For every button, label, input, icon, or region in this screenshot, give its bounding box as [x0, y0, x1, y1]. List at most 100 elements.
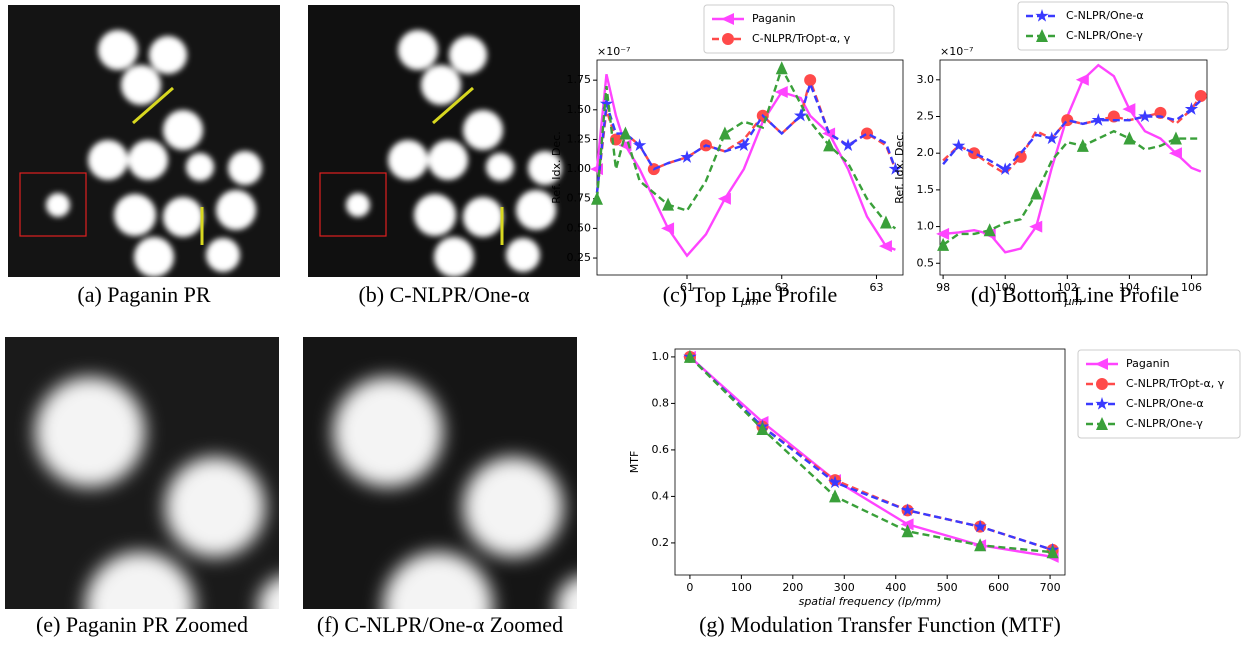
marker	[1138, 109, 1152, 123]
legend-label: Paganin	[752, 12, 796, 25]
x-axis-label: spatial frequency (lp/mm)	[799, 595, 942, 608]
marker	[1036, 29, 1048, 42]
legend-label: Paganin	[1126, 357, 1170, 370]
marker	[1095, 358, 1108, 370]
x-tick-label: 100	[995, 281, 1016, 294]
legend-label: C-NLPR/One-α	[1126, 397, 1204, 410]
x-tick-label: 0	[686, 581, 693, 594]
marker	[1122, 103, 1136, 116]
x-tick-label: 400	[885, 581, 906, 594]
legend-label: C-NLPR/One-α	[1066, 9, 1144, 22]
y-tick-label: 0.8	[652, 396, 670, 409]
image-panel	[308, 5, 580, 277]
y-axis-label: MTF	[628, 451, 641, 474]
image-panel	[303, 337, 577, 609]
marker	[721, 13, 734, 25]
marker	[804, 74, 817, 87]
marker	[718, 126, 731, 140]
x-tick-label: 61	[680, 281, 694, 294]
marker	[823, 138, 836, 152]
marker	[1046, 545, 1059, 559]
x-tick-label: 63	[869, 281, 883, 294]
marker	[619, 126, 632, 140]
y-axis-label: Ref. Idx. Dec.	[550, 131, 563, 204]
plot-area	[939, 59, 1208, 276]
marker	[983, 223, 996, 237]
marker	[998, 162, 1012, 175]
marker	[1091, 113, 1105, 126]
marker	[756, 421, 769, 435]
caption: (a) Paganin PR	[77, 282, 211, 307]
marker	[1194, 89, 1207, 102]
marker	[973, 519, 987, 533]
marker	[1035, 9, 1049, 22]
y-tick-label: 0.75	[567, 192, 592, 205]
marker	[722, 33, 734, 45]
marker	[1123, 131, 1136, 145]
legend-box	[703, 4, 895, 54]
series-line	[689, 356, 1054, 552]
marker	[900, 518, 914, 531]
legend-box	[1077, 349, 1241, 439]
axis-offset: ×10⁻⁷	[597, 45, 630, 58]
y-tick-label: 0.4	[652, 489, 670, 502]
x-tick-label: 300	[834, 581, 855, 594]
marker	[828, 475, 842, 489]
y-tick-label: 2.0	[917, 146, 935, 159]
marker	[661, 222, 675, 235]
marker	[878, 240, 892, 253]
marker	[774, 86, 788, 99]
legend-label: C-NLPR/TrOpt-α, γ	[752, 32, 851, 45]
x-tick-label: 100	[731, 581, 752, 594]
y-tick-label: 0.50	[567, 221, 592, 234]
caption: (e) Paganin PR Zoomed	[36, 612, 248, 637]
x-tick-label: 106	[1181, 281, 1202, 294]
marker	[1169, 131, 1182, 145]
marker	[1076, 138, 1089, 152]
series-line	[689, 356, 1053, 554]
marker	[591, 191, 603, 205]
marker	[841, 138, 855, 152]
y-tick-label: 1.25	[567, 132, 592, 145]
marker	[737, 138, 751, 152]
marker	[1096, 378, 1108, 390]
y-tick-label: 3.0	[917, 73, 935, 86]
y-tick-label: 1.50	[567, 103, 592, 116]
marker	[951, 138, 966, 152]
x-tick-label: 700	[1040, 581, 1061, 594]
legend-label: C-NLPR/One-γ	[1066, 29, 1143, 42]
y-tick-label: 0.6	[652, 443, 670, 456]
marker	[937, 237, 950, 251]
legend-box	[1017, 1, 1229, 51]
marker	[974, 538, 987, 552]
marker	[662, 197, 675, 211]
y-tick-label: 0.2	[652, 536, 670, 549]
x-tick-label: 600	[988, 581, 1009, 594]
image-panel	[5, 337, 279, 609]
caption: (f) C-NLPR/One-α Zoomed	[317, 612, 563, 637]
x-tick-label: 500	[937, 581, 958, 594]
legend-label: C-NLPR/One-γ	[1126, 417, 1203, 430]
marker	[968, 147, 981, 160]
marker	[829, 489, 842, 503]
series-line	[595, 65, 897, 230]
marker	[901, 524, 914, 538]
marker	[717, 192, 731, 205]
marker	[775, 61, 788, 75]
x-tick-label: 98	[936, 281, 950, 294]
x-tick-label: 200	[782, 581, 803, 594]
marker	[1184, 102, 1199, 115]
y-tick-label: 1.0	[652, 350, 670, 363]
marker	[888, 162, 903, 175]
y-tick-label: 0.5	[917, 256, 935, 269]
y-axis-label: Ref. Idx. Dec.	[893, 131, 906, 204]
marker	[680, 150, 694, 163]
marker	[1096, 417, 1108, 430]
y-tick-label: 2.5	[917, 110, 935, 123]
marker	[879, 215, 892, 229]
marker	[1075, 73, 1089, 86]
series-line	[942, 99, 1202, 171]
x-tick-label: 102	[1057, 281, 1078, 294]
caption: (c) Top Line Profile	[663, 282, 838, 307]
